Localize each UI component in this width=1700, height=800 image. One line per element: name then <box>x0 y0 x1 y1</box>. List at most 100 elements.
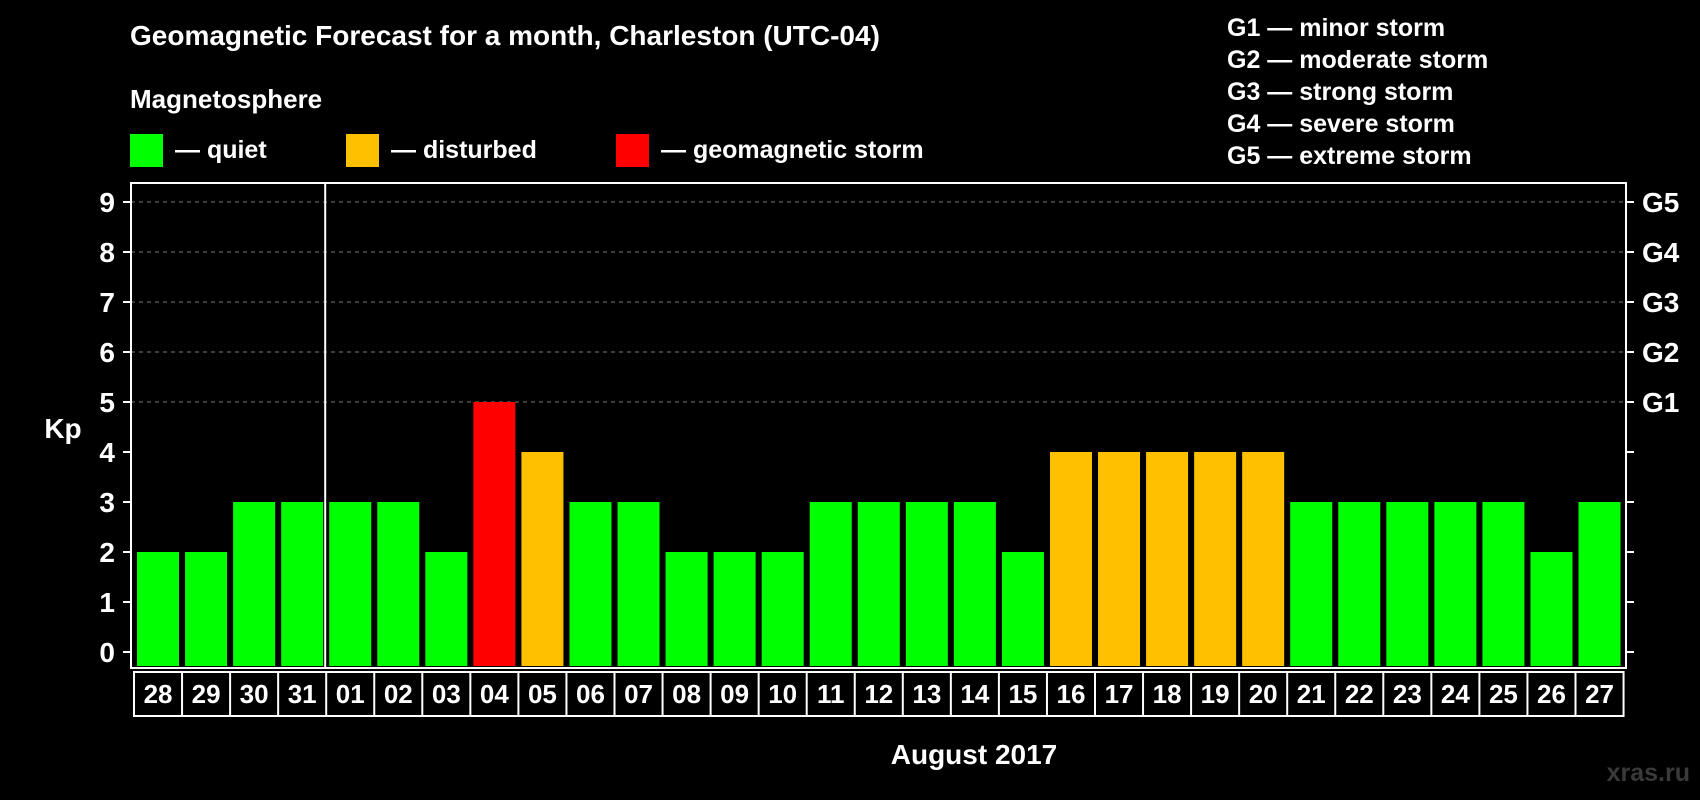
bar <box>809 502 852 666</box>
x-tick-label: 19 <box>1201 679 1230 709</box>
bar <box>905 502 948 666</box>
y-tick-label: 6 <box>99 337 115 368</box>
legend-swatch-storm <box>616 133 649 167</box>
bar <box>233 502 276 666</box>
x-tick-label: 25 <box>1489 679 1518 709</box>
x-tick-label: 18 <box>1153 679 1182 709</box>
y-tick-label: 5 <box>99 387 115 418</box>
x-tick-label: 01 <box>336 679 365 709</box>
legend-swatch-quiet <box>130 133 163 167</box>
bar <box>425 552 468 666</box>
bar <box>1386 502 1429 666</box>
storm-level-legend: G1 — minor storm G2 — moderate storm G3 … <box>1227 12 1488 172</box>
bar <box>1194 452 1237 666</box>
bar <box>1530 552 1573 666</box>
x-tick-label: 21 <box>1297 679 1326 709</box>
x-tick-label: 11 <box>817 679 845 709</box>
right-axis-label: G3 <box>1642 287 1679 318</box>
bar <box>473 402 516 666</box>
x-tick-label: 16 <box>1057 679 1086 709</box>
storm-level-g5: G5 — extreme storm <box>1227 142 1472 170</box>
x-tick-label: 14 <box>960 679 989 709</box>
x-tick-label: 28 <box>144 679 173 709</box>
bar <box>137 552 180 666</box>
right-axis-label: G4 <box>1642 237 1680 268</box>
bar <box>281 502 324 666</box>
y-tick-label: 0 <box>99 637 115 668</box>
bar <box>665 552 708 666</box>
legend-item-disturbed: — disturbed <box>346 133 537 167</box>
x-tick-label: 31 <box>288 679 317 709</box>
bar <box>569 502 612 666</box>
plot-frame <box>130 182 1627 669</box>
x-tick-label: 17 <box>1105 679 1134 709</box>
bar <box>1578 502 1621 666</box>
x-tick-label: 24 <box>1441 679 1470 709</box>
y-tick-label: 3 <box>99 487 115 518</box>
y-tick-label: 1 <box>99 587 115 618</box>
x-tick-label: 07 <box>624 679 653 709</box>
legend-swatch-disturbed <box>346 133 379 167</box>
bar <box>857 502 900 666</box>
legend-item-storm: — geomagnetic storm <box>616 133 924 167</box>
x-tick-label: 13 <box>912 679 941 709</box>
bar <box>1146 452 1189 666</box>
y-tick-label: 7 <box>99 287 115 318</box>
x-tick-label: 09 <box>720 679 749 709</box>
bar <box>329 502 372 666</box>
bar <box>1434 502 1477 666</box>
x-tick-label: 23 <box>1393 679 1422 709</box>
x-axis-label: August 2017 <box>891 739 1058 770</box>
storm-level-g2: G2 — moderate storm <box>1227 46 1489 74</box>
bar <box>1098 452 1141 666</box>
bar <box>185 552 228 666</box>
bar <box>1001 552 1044 666</box>
x-tick-label: 12 <box>864 679 893 709</box>
x-tick-label: 30 <box>240 679 269 709</box>
x-tick-label: 27 <box>1585 679 1614 709</box>
storm-level-g3: G3 — strong storm <box>1227 78 1454 106</box>
x-tick-label: 04 <box>480 679 509 709</box>
magnetosphere-label: Magnetosphere <box>130 84 323 114</box>
x-tick-label: 15 <box>1008 679 1037 709</box>
bar <box>377 502 420 666</box>
bar <box>953 502 996 666</box>
chart-title: Geomagnetic Forecast for a month, Charle… <box>130 20 880 51</box>
y-tick-label: 2 <box>99 537 115 568</box>
x-tick-label: 20 <box>1249 679 1278 709</box>
x-tick-label: 06 <box>576 679 605 709</box>
storm-level-g4: G4 — severe storm <box>1227 110 1455 138</box>
legend-label-quiet: — quiet <box>175 135 267 164</box>
x-tick-label: 08 <box>672 679 701 709</box>
legend-label-disturbed: — disturbed <box>391 135 537 164</box>
y-tick-label: 8 <box>99 237 115 268</box>
x-tick-label: 03 <box>432 679 461 709</box>
bar <box>1049 452 1092 666</box>
x-tick-label: 26 <box>1537 679 1566 709</box>
right-axis-label: G5 <box>1642 187 1679 218</box>
legend-label-storm: — geomagnetic storm <box>661 135 924 164</box>
right-axis-label: G1 <box>1642 387 1679 418</box>
bar <box>1290 502 1333 666</box>
bar <box>761 552 804 666</box>
bar <box>713 552 756 666</box>
storm-level-g1: G1 — minor storm <box>1227 14 1446 42</box>
bar <box>1242 452 1285 666</box>
bar <box>521 452 564 666</box>
legend-item-quiet: — quiet <box>130 133 267 167</box>
right-axis-label: G2 <box>1642 337 1679 368</box>
x-tick-label: 22 <box>1345 679 1374 709</box>
x-tick-label: 05 <box>528 679 557 709</box>
watermark: xras.ru <box>1606 759 1690 787</box>
bar <box>617 502 660 666</box>
x-tick-label: 10 <box>768 679 797 709</box>
y-tick-label: 4 <box>99 437 115 468</box>
y-tick-label: 9 <box>99 187 115 218</box>
date-row-frame <box>133 671 1625 717</box>
bar <box>1482 502 1525 666</box>
x-tick-label: 02 <box>384 679 413 709</box>
y-axis-label: Kp <box>44 413 81 444</box>
bar <box>1338 502 1381 666</box>
x-tick-label: 29 <box>192 679 221 709</box>
